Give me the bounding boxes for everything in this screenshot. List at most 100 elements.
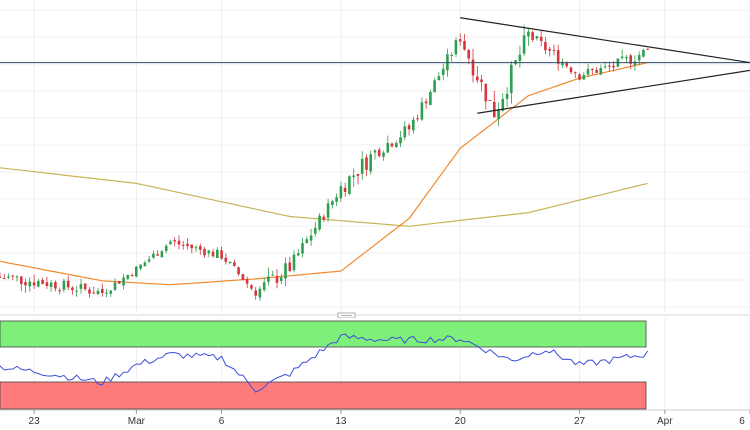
candle-body xyxy=(245,279,249,284)
candle-body xyxy=(254,290,257,296)
candle-body xyxy=(548,49,551,51)
candle-body xyxy=(199,246,202,250)
panel-divider[interactable] xyxy=(0,312,750,319)
candle-body xyxy=(152,253,155,258)
candle-body xyxy=(75,290,78,292)
candle-body xyxy=(207,250,211,254)
candle-body xyxy=(224,257,228,262)
candle-body xyxy=(497,109,500,120)
candle-body xyxy=(352,175,355,178)
candle-body xyxy=(522,35,526,54)
candle-body xyxy=(262,282,266,290)
overlay-lines xyxy=(0,17,750,114)
candle-body xyxy=(130,275,134,277)
candle-body xyxy=(544,42,547,51)
candle-body xyxy=(135,266,138,277)
candle-body xyxy=(45,282,49,286)
candle-body xyxy=(488,100,492,101)
candle-body xyxy=(535,36,539,39)
candle-body xyxy=(220,250,223,259)
candle-body xyxy=(305,239,309,243)
candle-body xyxy=(556,50,560,64)
candle-body xyxy=(271,274,274,276)
x-axis-tick-label: 23 xyxy=(29,416,41,427)
price-panel xyxy=(0,0,750,312)
candle-body xyxy=(608,65,611,67)
candle-body xyxy=(348,176,351,194)
candle-body xyxy=(279,277,283,281)
candle-body xyxy=(54,282,57,289)
candle-body xyxy=(322,216,326,220)
candle-body xyxy=(578,74,581,80)
x-axis-tick-label: 6 xyxy=(739,416,745,427)
candle-body xyxy=(399,137,402,144)
candle-body xyxy=(552,49,556,51)
candle-body xyxy=(297,253,300,256)
x-axis-tick-label: 27 xyxy=(574,416,586,427)
x-axis-tick-label: 20 xyxy=(455,416,467,427)
candle-body xyxy=(83,283,87,289)
candle-body xyxy=(586,69,590,75)
candle-body xyxy=(92,292,95,294)
candle-body xyxy=(642,49,645,57)
candle-body xyxy=(531,32,534,40)
candle-body xyxy=(79,284,83,289)
candle-body xyxy=(360,159,364,174)
candle-body xyxy=(591,69,594,71)
candle-body xyxy=(335,197,338,202)
candle-body xyxy=(2,278,6,280)
candle-body xyxy=(160,251,164,258)
sma-fast-path xyxy=(0,62,648,286)
candle-body xyxy=(109,290,113,294)
candle-body xyxy=(203,248,206,256)
candle-body xyxy=(437,76,441,81)
candle-body xyxy=(101,288,104,293)
candle-body xyxy=(139,264,142,269)
candle-body xyxy=(292,254,296,271)
candle-body xyxy=(620,56,624,58)
candle-body xyxy=(433,80,436,93)
oscillator-panel xyxy=(0,318,750,410)
oversold-zone xyxy=(0,381,647,410)
candle-body xyxy=(147,259,151,262)
candle-body xyxy=(565,63,568,67)
candle-body xyxy=(467,50,470,59)
candle-body xyxy=(15,276,19,278)
candle-body xyxy=(569,67,573,73)
candle-body xyxy=(595,69,598,73)
candle-body xyxy=(301,243,304,254)
candle-body xyxy=(603,66,607,68)
candle-body xyxy=(118,281,121,284)
candle-body xyxy=(395,143,398,147)
candle-body xyxy=(356,173,360,176)
candle-body xyxy=(164,245,168,251)
candle-body xyxy=(493,101,496,118)
candle-body xyxy=(177,240,181,245)
candle-body xyxy=(250,285,253,289)
candle-body xyxy=(62,280,66,290)
candle-body xyxy=(561,61,564,66)
candle-body xyxy=(403,126,407,138)
candle-body xyxy=(450,55,453,56)
candle-body xyxy=(407,125,411,130)
candle-body xyxy=(186,243,189,246)
oscillator-line xyxy=(0,333,649,393)
candle-body xyxy=(28,281,32,287)
candle-body xyxy=(629,55,632,64)
candle-body xyxy=(126,275,130,279)
candle-body xyxy=(37,281,40,287)
candle-body xyxy=(416,118,419,120)
candle-body xyxy=(96,290,100,295)
candle-body xyxy=(228,262,232,263)
candle-body xyxy=(49,282,53,287)
candle-body xyxy=(343,187,347,192)
candle-body xyxy=(318,215,321,230)
candle-body xyxy=(386,143,390,153)
candle-body xyxy=(429,92,432,105)
x-axis-tick-label: Apr xyxy=(657,416,673,427)
candle-body xyxy=(458,39,462,42)
triangle-lower-trendline xyxy=(477,69,750,114)
candle-body xyxy=(71,287,74,291)
candle-body xyxy=(424,101,428,104)
